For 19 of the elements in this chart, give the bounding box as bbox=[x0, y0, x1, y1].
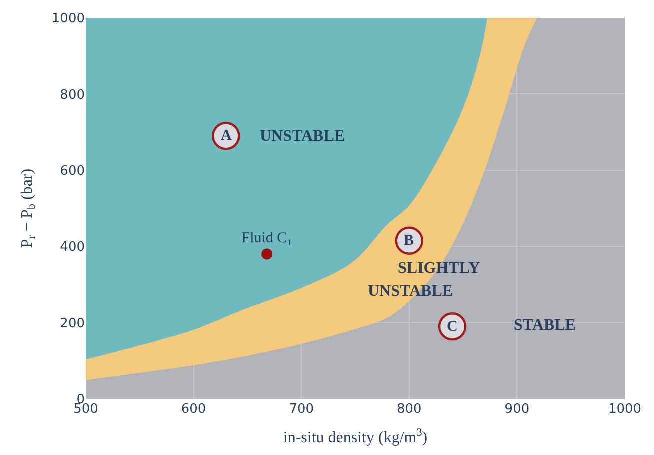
annotation: C bbox=[447, 319, 458, 335]
annotation: SLIGHTLY bbox=[398, 260, 481, 277]
x-tick-label: 1000 bbox=[608, 402, 642, 417]
y-tick-label: 1000 bbox=[52, 12, 85, 27]
annotation: UNSTABLE bbox=[368, 283, 454, 300]
series-label: Fluid C₁ bbox=[242, 230, 292, 247]
annotation: A bbox=[221, 128, 232, 144]
annotation: B bbox=[404, 233, 414, 249]
x-tick-label: 600 bbox=[181, 402, 206, 417]
annotation: UNSTABLE bbox=[260, 128, 346, 145]
x-tick-label: 700 bbox=[289, 402, 314, 417]
x-tick-label: 800 bbox=[396, 402, 422, 417]
y-tick-label: 600 bbox=[60, 164, 85, 179]
x-tick-label: 900 bbox=[504, 402, 530, 417]
annotation: STABLE bbox=[514, 317, 576, 334]
y-tick-label: 200 bbox=[60, 316, 85, 332]
y-tick-label: 400 bbox=[60, 240, 85, 256]
x-axis-title: in-situ density (kg/m$^{3}$) bbox=[283, 426, 428, 447]
y-tick-label: 800 bbox=[60, 88, 85, 103]
